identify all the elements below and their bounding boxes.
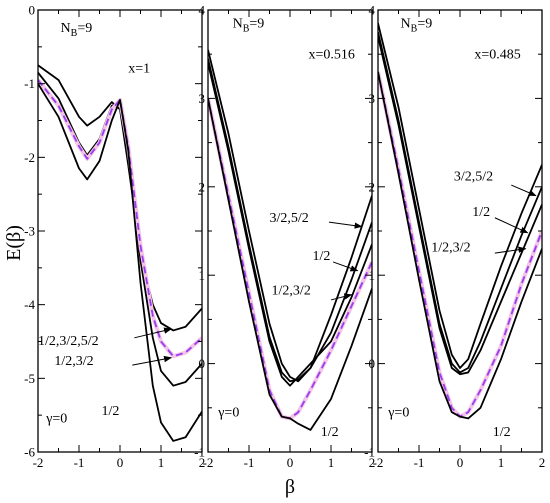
series-dashed-3: [208, 98, 372, 420]
j-arrow-j3: [494, 246, 527, 254]
y-tick-label: 2: [369, 179, 376, 194]
y-tick-label: 1: [199, 268, 206, 283]
j-arrow-j1: [134, 327, 173, 339]
series-dashed-2: [38, 79, 202, 358]
y-tick-label: -1: [24, 76, 35, 91]
j-label-j1: 3/2,5/2: [270, 211, 309, 226]
j-arrow-j2: [132, 355, 173, 366]
x-tick-label: 1: [158, 455, 165, 470]
j-label-j2: 1/2: [313, 249, 331, 264]
panel-middle: -2 -1 0 1 2-101234NB=9x=0.516γ=01/23/2,5/21/…: [194, 3, 375, 471]
curves-right: [378, 23, 542, 420]
series-line-1: [378, 31, 542, 374]
y-tick-label: -1: [364, 445, 375, 460]
series-line-0: [378, 23, 542, 369]
y-tick-label: -5: [24, 371, 35, 386]
y-tick-label: 4: [369, 3, 376, 18]
x-tick-label: 0: [457, 455, 464, 470]
y-axis-label: E(β): [3, 225, 25, 261]
y-tick-label: -6: [24, 445, 35, 460]
x-tick-label: 2: [539, 455, 546, 470]
y-tick-label: 4: [199, 3, 206, 18]
nb-label: NB=9: [233, 17, 265, 35]
j-label-j3: 1/2,3/2: [431, 240, 470, 255]
j-label-j2: 1/2: [472, 205, 490, 220]
j-label-lowest: 1/2: [321, 425, 339, 440]
y-tick-label: 0: [369, 356, 376, 371]
y-tick-label: -4: [24, 297, 35, 312]
y-tick-label: 3: [369, 91, 376, 106]
series-line-4: [378, 71, 542, 420]
x-tick-label: 0: [287, 455, 294, 470]
j-label-j3: 1/2,3/2: [272, 284, 311, 299]
curves-middle: [208, 49, 372, 431]
y-tick-label: 1: [369, 268, 376, 283]
gamma-label: γ=0: [387, 406, 409, 421]
y-tick-label: -3: [24, 224, 35, 239]
j-label-lowest: 1/2: [493, 425, 511, 440]
j-label-j2: 1/2,3/2: [54, 354, 93, 369]
x-tick-label: -2: [373, 455, 384, 470]
panel-left: -2 -1 0 1 2 -6 -5 -4 -3 -2 -1 0 NB=9 x=1 γ=0 1/2 1/2,3/2…: [24, 3, 205, 471]
gamma-label: γ=0: [45, 412, 67, 427]
x-tick-label: 1: [498, 455, 505, 470]
x-tick-label: -1: [244, 455, 255, 470]
j-arrow-j3: [330, 293, 353, 301]
y-tick-label: 0: [199, 356, 206, 371]
nb-label: NB=9: [401, 17, 433, 35]
x-param-label: x=0.485: [474, 48, 520, 63]
y-tick-label: 2: [199, 179, 206, 194]
axes-frame: [37, 9, 203, 453]
x-tick-label: -2: [203, 455, 214, 470]
nb-label: NB=9: [61, 21, 93, 39]
series-line-4: [208, 98, 372, 431]
x-tick-label: 0: [117, 455, 124, 470]
j-label-j1: 1/2,3/2,5/2: [38, 334, 99, 349]
y-tick-label: 3: [199, 91, 206, 106]
series-line-2: [378, 36, 542, 376]
curves-left: [38, 64, 202, 442]
j-label-j1: 3/2,5/2: [454, 170, 493, 185]
series-line-0: [208, 49, 372, 383]
j-arrow-j1: [328, 221, 363, 229]
x-tick-label: 2: [199, 455, 206, 470]
j-arrow-j2: [494, 217, 529, 234]
y-tick-label: -2: [24, 150, 35, 165]
j-label-lowest: 1/2: [102, 404, 120, 419]
x-tick-label: 2: [369, 455, 376, 470]
axes-frame: [377, 9, 543, 453]
y-tick-label: 0: [29, 3, 36, 18]
x-tick-label: -1: [414, 455, 425, 470]
j-arrow-j2: [332, 261, 359, 272]
x-param-label: x=0.516: [308, 48, 354, 63]
panel-right: -2 -1 0 1 2-101234NB=9x=0.485γ=01/23/2,5/21/…: [364, 3, 545, 471]
series-line-1: [208, 58, 372, 383]
series-line-3: [38, 83, 202, 442]
j-arrow-j1: [511, 184, 537, 197]
x-axis-label: β: [285, 476, 295, 498]
x-param-label: x=1: [128, 62, 150, 77]
series-line-2: [208, 62, 372, 387]
series-shadow-2: [38, 78, 202, 359]
x-tick-label: -1: [74, 455, 85, 470]
gamma-label: γ=0: [217, 406, 239, 421]
x-tick-label: 1: [328, 455, 335, 470]
series-shadow-3: [208, 97, 372, 421]
x-tick-label: -2: [33, 455, 44, 470]
y-tick-label: -1: [194, 445, 205, 460]
